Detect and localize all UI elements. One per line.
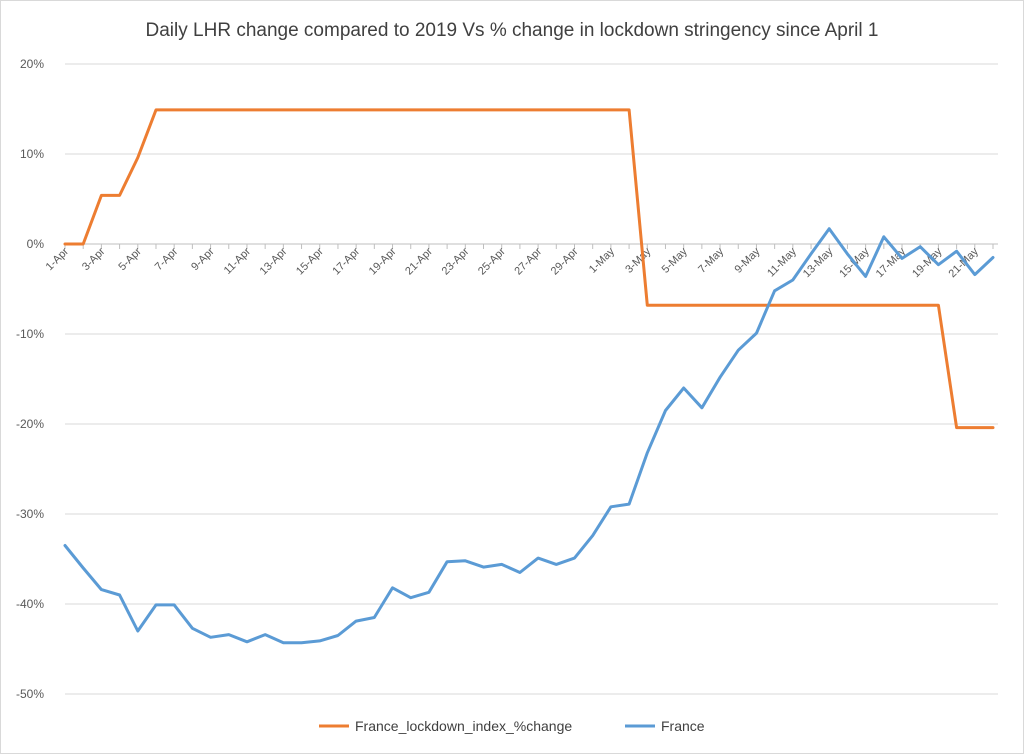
gridlines <box>64 63 998 695</box>
y-axis-tick-labels: 20% 10% 0% -10% -20% -30% -40% -50% <box>16 57 44 701</box>
x-tick-label: 29-Apr <box>549 245 581 277</box>
y-tick-label: 0% <box>27 237 45 251</box>
x-tick-label: 21-Apr <box>403 245 435 277</box>
legend-item-lockdown-index: France_lockdown_index_%change <box>319 718 572 734</box>
x-tick-label: 11-Apr <box>222 245 253 276</box>
y-tick-label: -30% <box>16 507 44 521</box>
y-tick-label: -10% <box>16 327 44 341</box>
x-tick-label: 7-May <box>696 245 726 275</box>
series-line-lockdown-index <box>63 108 995 430</box>
y-tick-label: 20% <box>20 57 44 71</box>
legend-label-lockdown-index: France_lockdown_index_%change <box>355 718 572 734</box>
x-tick-label: 23-Apr <box>440 245 472 277</box>
x-tick-label: 25-Apr <box>476 245 508 277</box>
x-tick-label: 11-May <box>765 245 799 279</box>
legend-label-france: France <box>661 718 705 734</box>
y-tick-label: -40% <box>16 597 44 611</box>
y-tick-label: -20% <box>16 417 44 431</box>
x-tick-label: 13-Apr <box>258 245 290 277</box>
legend-item-france: France <box>625 718 705 734</box>
x-tick-label: 1-May <box>587 245 617 275</box>
x-tick-label: 3-May <box>623 245 653 275</box>
y-tick-label: -50% <box>16 687 44 701</box>
chart-title: Daily LHR change compared to 2019 Vs % c… <box>146 20 879 41</box>
x-tick-label: 1-Apr <box>44 245 72 273</box>
x-tick-label: 5-Apr <box>116 245 144 273</box>
x-axis-tick-labels: 1-Apr 3-Apr 5-Apr 7-Apr 9-Apr 11-Apr 13-Apr 15-… <box>44 245 982 280</box>
x-tick-label: 9-Apr <box>189 245 217 273</box>
series-lines <box>63 108 995 645</box>
series-line-france <box>63 227 995 645</box>
x-tick-label: 9-May <box>732 245 762 275</box>
x-tick-label: 27-Apr <box>512 245 544 277</box>
legend: France_lockdown_index_%change France <box>319 718 705 734</box>
y-tick-label: 10% <box>20 147 44 161</box>
x-tick-label: 3-Apr <box>80 245 108 273</box>
x-tick-label: 19-Apr <box>367 245 399 277</box>
x-tick-label: 15-Apr <box>294 245 326 277</box>
x-tick-label: 5-May <box>660 245 690 275</box>
x-tick-label: 7-Apr <box>153 245 181 273</box>
x-tick-label: 17-Apr <box>330 245 362 277</box>
